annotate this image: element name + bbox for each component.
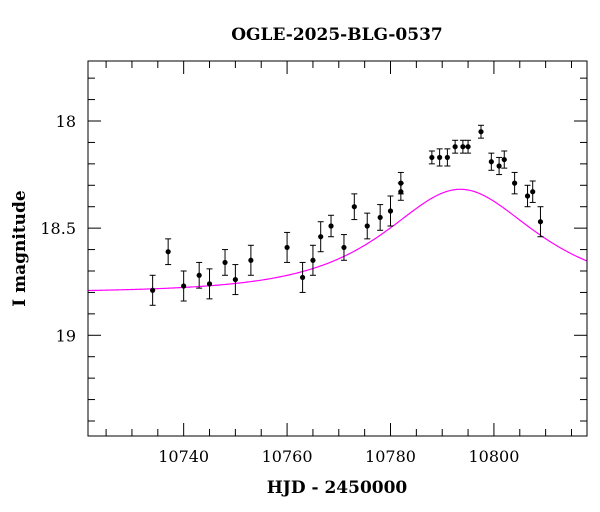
x-tick-labels: 10740 10760 10780 10800 <box>158 447 519 466</box>
point-marker <box>488 159 494 165</box>
data-point <box>428 150 435 165</box>
point-marker <box>537 219 544 225</box>
x-tick-label: 10800 <box>468 447 519 466</box>
point-marker <box>318 234 324 240</box>
x-axis-label: HJD - 2450000 <box>267 478 408 498</box>
point-marker <box>232 276 238 283</box>
x-tick-label: 10740 <box>158 447 209 466</box>
data-point <box>436 148 443 167</box>
point-marker <box>341 244 347 251</box>
x-tick-label: 10780 <box>365 447 416 466</box>
point-marker <box>524 193 531 199</box>
model-curve <box>87 188 588 292</box>
data-point <box>511 171 518 195</box>
x-tick-label: 10760 <box>262 447 313 466</box>
point-marker <box>284 244 290 251</box>
point-marker <box>429 154 435 161</box>
point-marker <box>377 214 383 221</box>
data-point <box>206 268 213 300</box>
data-point <box>180 270 187 302</box>
point-marker <box>496 163 502 169</box>
data-point <box>387 195 394 227</box>
data-point <box>452 139 459 154</box>
point-marker <box>460 144 466 150</box>
data-point <box>328 214 335 238</box>
data-point <box>309 244 316 276</box>
point-marker <box>364 223 370 229</box>
point-marker <box>501 156 507 163</box>
chart-title: OGLE-2025-BLG-0537 <box>231 25 443 45</box>
point-marker <box>512 180 518 186</box>
data-point <box>444 148 451 167</box>
data-point <box>299 261 306 293</box>
data-point <box>477 124 484 139</box>
point-marker <box>444 154 450 161</box>
plot-frame <box>87 60 588 437</box>
data-point <box>496 156 503 176</box>
point-marker <box>387 208 394 214</box>
data-point <box>501 150 508 169</box>
data-point <box>340 234 347 261</box>
point-marker <box>299 274 306 281</box>
data-point <box>488 152 495 171</box>
point-marker <box>465 144 471 150</box>
point-marker <box>248 257 254 263</box>
data-points <box>149 124 544 306</box>
y-tick-labels: 18 18.5 19 <box>40 112 76 345</box>
data-point <box>364 212 371 240</box>
ticks <box>88 61 587 436</box>
point-marker <box>351 204 357 210</box>
data-point <box>196 261 203 289</box>
point-marker <box>196 272 202 278</box>
data-point <box>465 139 472 154</box>
point-marker <box>181 283 187 289</box>
data-point <box>397 182 404 201</box>
data-point <box>149 274 156 306</box>
plot-area <box>87 60 588 437</box>
point-marker <box>165 249 171 255</box>
data-point <box>524 184 531 208</box>
y-axis-label: I magnitude <box>10 190 30 307</box>
y-tick-label: 18.5 <box>40 219 76 238</box>
point-marker <box>328 223 334 229</box>
data-point <box>247 244 254 276</box>
point-marker <box>150 287 156 293</box>
point-marker <box>478 129 484 135</box>
data-point <box>459 139 466 154</box>
data-point <box>165 238 172 266</box>
y-tick-label: 19 <box>56 326 76 345</box>
point-marker <box>437 154 443 161</box>
data-point <box>284 231 291 263</box>
y-tick-label: 18 <box>56 112 76 131</box>
point-marker <box>452 144 458 150</box>
point-marker <box>530 189 536 195</box>
data-point <box>529 180 536 203</box>
data-point <box>222 249 229 276</box>
data-point <box>377 204 384 231</box>
point-marker <box>222 259 228 266</box>
point-marker <box>206 281 213 287</box>
data-point <box>232 264 239 296</box>
data-point <box>317 221 324 253</box>
point-marker <box>310 257 316 263</box>
point-marker <box>398 189 404 195</box>
data-point <box>351 193 358 221</box>
data-point <box>537 206 544 238</box>
